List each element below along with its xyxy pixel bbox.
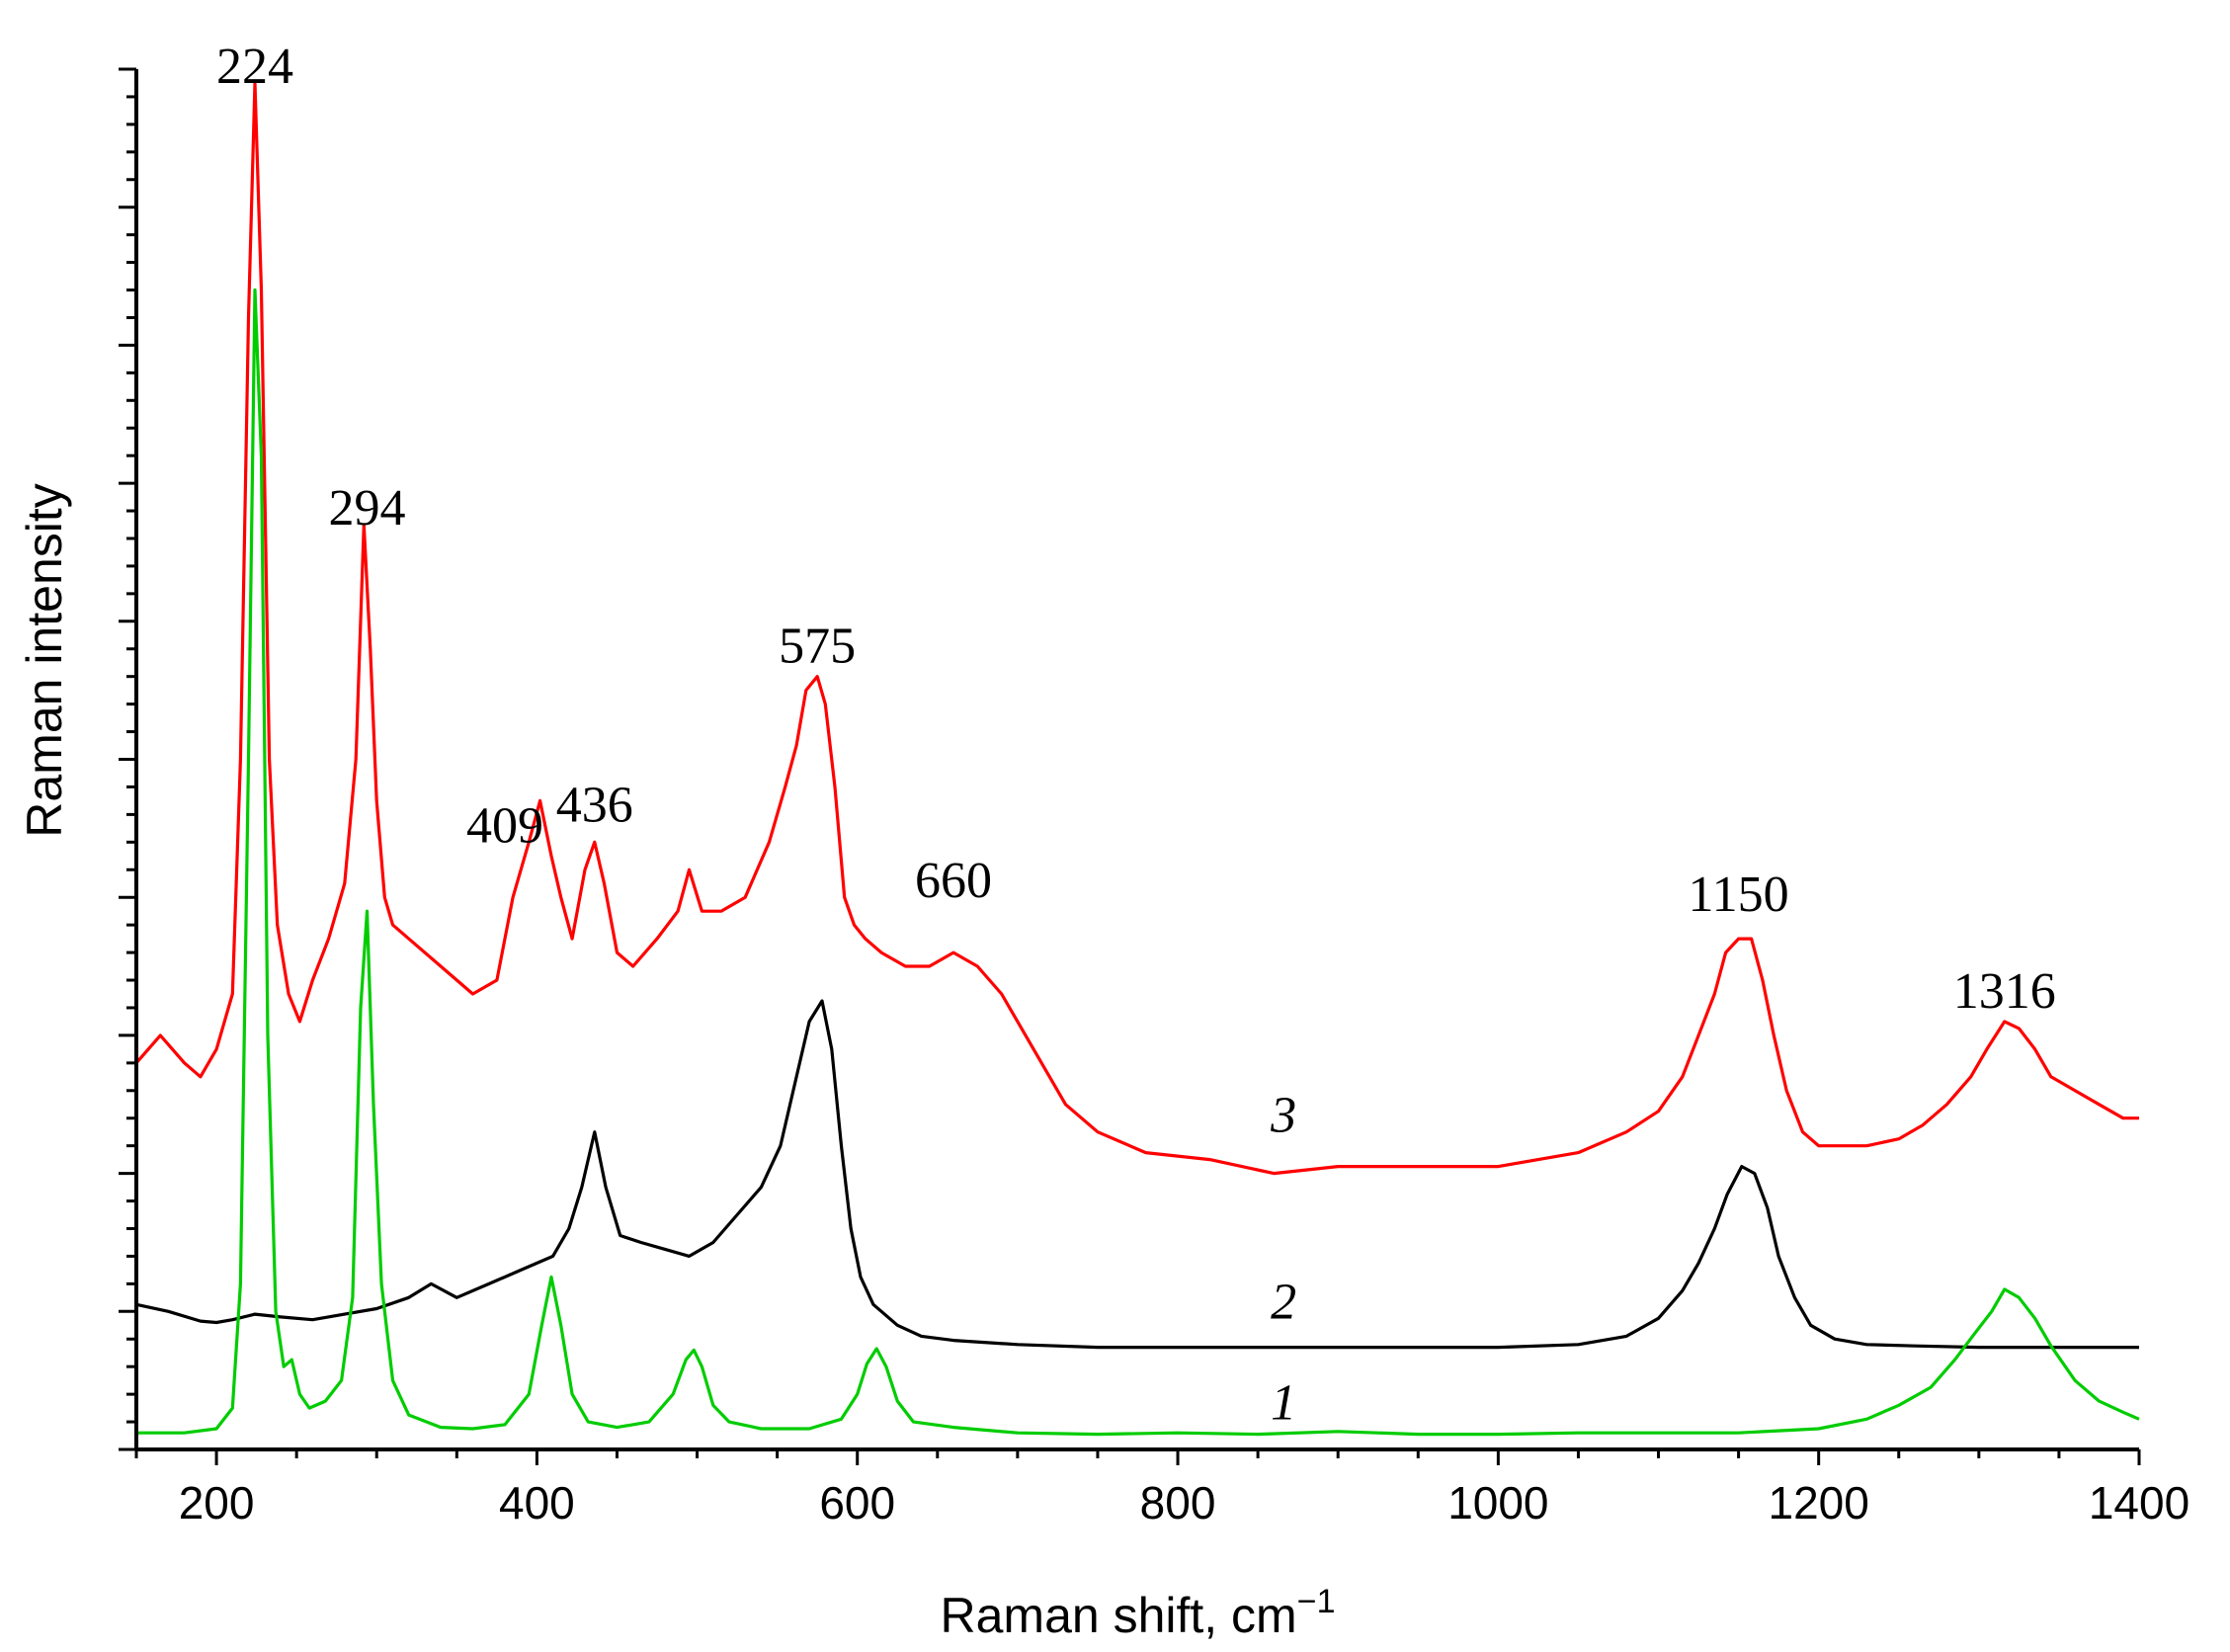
peak-label: 575 — [779, 619, 856, 675]
peak-label: 224 — [216, 39, 293, 95]
peak-label: 660 — [915, 853, 992, 909]
series-line-3 — [134, 81, 2139, 1176]
peak-label: 1316 — [1953, 963, 2056, 1020]
x-axis-title-superscript: −1 — [1297, 1583, 1336, 1620]
peak-label: 1150 — [1689, 867, 1789, 923]
x-tick-label: 800 — [1140, 1477, 1216, 1528]
labels-layer: 224 294 409 436 575 660 1150 1316 3 2 1 — [216, 39, 2056, 1431]
series-line-2 — [135, 999, 2139, 1350]
curve-label-1: 1 — [1271, 1374, 1296, 1431]
axes-layer — [134, 69, 2139, 1451]
series-layer — [134, 81, 2140, 1437]
x-tick-label: 400 — [499, 1477, 575, 1528]
peak-label: 409 — [466, 797, 543, 854]
x-tick-label: 1000 — [1447, 1477, 1548, 1528]
peak-label: 436 — [556, 777, 633, 833]
series-line-1 — [136, 288, 2140, 1437]
peak-label: 294 — [329, 480, 406, 537]
x-axis-title: Raman shift, cm−1 — [941, 1583, 1336, 1643]
x-tick-label: 1200 — [1769, 1477, 1869, 1528]
x-axis-title-text: Raman shift, cm — [941, 1588, 1297, 1643]
y-axis-title: Raman intensity — [17, 483, 72, 838]
curve-label-3: 3 — [1270, 1088, 1296, 1144]
x-tick-label: 1400 — [2089, 1477, 2189, 1528]
x-tick-label: 600 — [819, 1477, 895, 1528]
x-tick-label: 200 — [179, 1477, 255, 1528]
curve-label-2: 2 — [1271, 1274, 1296, 1330]
ticks-layer: 200 400 600 800 1000 1200 1400 — [119, 67, 2189, 1528]
